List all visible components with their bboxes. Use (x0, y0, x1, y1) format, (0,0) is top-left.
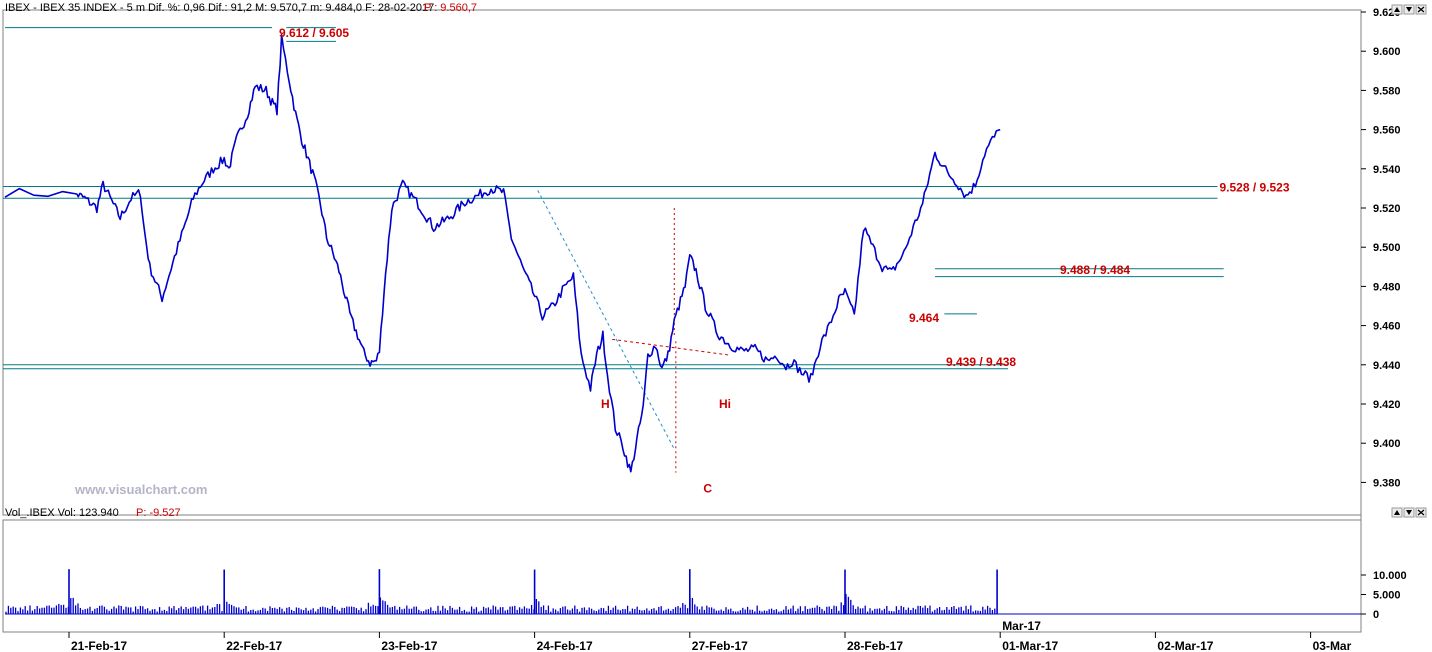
price-tick-label: 9.560 (1373, 125, 1401, 137)
annotation-label: Hi (719, 397, 731, 411)
price-tick-label: 9.380 (1373, 477, 1401, 489)
annotation-label: 9.488 / 9.484 (1060, 263, 1130, 277)
price-series (4, 34, 1001, 473)
triangle-up-icon (1394, 7, 1400, 12)
time-tick-label: 01-Mar-17 (1002, 639, 1058, 652)
price-tick-label: 9.600 (1373, 46, 1401, 58)
price-tick-label: 9.540 (1373, 164, 1401, 176)
triangle-up-icon (1394, 510, 1400, 515)
volume-tick-label: 0 (1373, 609, 1379, 621)
time-tick-label: 24-Feb-17 (537, 639, 593, 652)
support-resistance-lines (3, 27, 1224, 370)
price-tick-label: 9.520 (1373, 203, 1401, 215)
price-panel (2, 9, 1362, 516)
neckline[interactable] (612, 338, 729, 356)
trendline-descending[interactable] (537, 190, 675, 450)
annotation-label: H (601, 397, 610, 411)
annotation-label: 9.612 / 9.605 (279, 26, 349, 40)
time-tick-label: 03-Mar (1313, 639, 1352, 652)
time-tick-label: 27-Feb-17 (692, 639, 748, 652)
time-axis-month-label: Mar-17 (1002, 619, 1041, 633)
volume-bars (5, 569, 1361, 615)
volume-panel (2, 519, 1362, 633)
annotations: 9.612 / 9.605 9.528 / 9.523 9.488 / 9.484 9… (279, 26, 1290, 495)
time-tick-label: 22-Feb-17 (226, 639, 282, 652)
price-tick-label: 9.420 (1373, 399, 1401, 411)
volume-panel-controls (1391, 507, 1427, 518)
volume-axis: 0 5.000 10.000 (1361, 570, 1407, 621)
volume-tick-label: 5.000 (1373, 590, 1401, 602)
time-tick-label: 02-Mar-17 (1157, 639, 1213, 652)
price-header-info: IBEX - IBEX 35 INDEX - 5 m Dif. %: 0,96 … (5, 2, 434, 14)
price-tick-label: 9.400 (1373, 438, 1401, 450)
price-tick-label: 9.440 (1373, 360, 1401, 372)
triangle-down-icon (1406, 7, 1412, 12)
time-tick-label: 23-Feb-17 (381, 639, 437, 652)
price-tick-label: 9.500 (1373, 242, 1401, 254)
close-icon (1417, 509, 1425, 516)
price-tick-label: 9.460 (1373, 321, 1401, 333)
volume-tick-label: 10.000 (1373, 570, 1407, 582)
watermark: www.visualchart.com (74, 482, 207, 497)
annotation-label: 9.439 / 9.438 (946, 355, 1016, 369)
price-line (4, 34, 1001, 473)
price-axis: 9.380 9.400 9.420 9.440 9.460 9.480 9.500 9.520… (1361, 7, 1401, 489)
price-tick-label: 9.580 (1373, 85, 1401, 97)
volume-header-last: P: -9.527 (136, 507, 181, 519)
annotation-label: C (703, 481, 712, 495)
time-tick-label: 21-Feb-17 (71, 639, 127, 652)
close-icon (1417, 6, 1425, 13)
price-tick-label: 9.480 (1373, 281, 1401, 293)
volume-header-info: Vol_.IBEX Vol: 123.940 (5, 507, 119, 519)
price-panel-controls (1391, 4, 1427, 15)
annotation-label: 9.464 (909, 311, 939, 325)
time-tick-label: 28-Feb-17 (847, 639, 903, 652)
price-header-last: P : 9.560,7 (424, 2, 477, 14)
annotation-label: 9.528 / 9.523 (1219, 180, 1289, 194)
triangle-down-icon (1406, 510, 1412, 515)
trendlines (537, 190, 729, 473)
time-axis: 21-Feb-17 22-Feb-17 23-Feb-17 24-Feb-17 27-F… (68, 619, 1352, 652)
